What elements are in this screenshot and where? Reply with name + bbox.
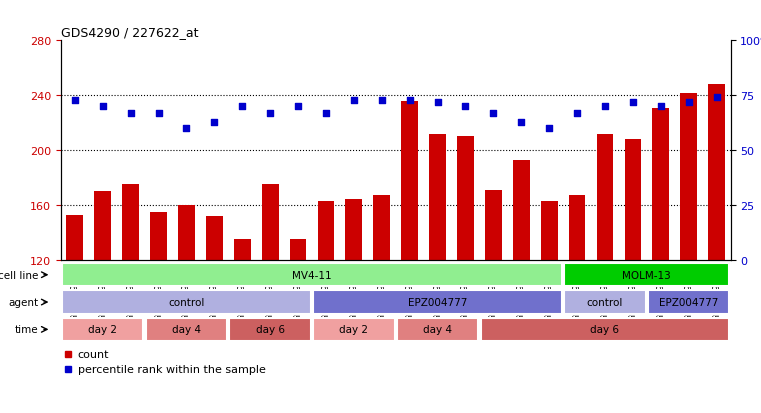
Bar — [429, 134, 446, 413]
Point — [543, 126, 556, 132]
Bar — [123, 185, 139, 413]
Text: cell line: cell line — [0, 270, 39, 280]
Bar — [597, 134, 613, 413]
Bar — [62, 318, 144, 341]
Bar — [541, 202, 558, 413]
Text: count: count — [78, 349, 109, 359]
Bar — [317, 202, 334, 413]
Bar — [485, 190, 501, 413]
Bar — [396, 318, 479, 341]
Point — [292, 104, 304, 110]
Bar — [680, 93, 697, 413]
Bar — [178, 205, 195, 413]
Point — [180, 126, 193, 132]
Text: day 2: day 2 — [88, 325, 117, 335]
Point — [209, 119, 221, 126]
Point — [236, 104, 248, 110]
Text: day 2: day 2 — [339, 325, 368, 335]
Point — [348, 97, 360, 104]
Text: day 6: day 6 — [256, 325, 285, 335]
Point — [376, 97, 388, 104]
Point — [125, 110, 137, 117]
Bar — [145, 318, 228, 341]
Bar — [229, 318, 311, 341]
Bar — [94, 192, 111, 413]
Point — [487, 110, 499, 117]
Point — [627, 99, 639, 106]
Bar — [564, 263, 730, 287]
Text: control: control — [168, 297, 205, 307]
Bar — [206, 216, 223, 413]
Point — [431, 99, 444, 106]
Point — [571, 110, 583, 117]
Bar — [513, 160, 530, 413]
Bar — [66, 215, 83, 413]
Bar — [262, 185, 279, 413]
Bar — [150, 212, 167, 413]
Bar — [480, 318, 730, 341]
Point — [403, 97, 416, 104]
Bar — [568, 196, 585, 413]
Bar — [313, 318, 395, 341]
Bar — [313, 291, 562, 314]
Bar — [457, 137, 474, 413]
Bar — [345, 200, 362, 413]
Text: agent: agent — [8, 297, 39, 307]
Point — [599, 104, 611, 110]
Text: MOLM-13: MOLM-13 — [622, 270, 671, 280]
Bar — [290, 240, 307, 413]
Text: control: control — [587, 297, 623, 307]
Bar — [62, 291, 311, 314]
Bar — [625, 140, 642, 413]
Text: day 6: day 6 — [591, 325, 619, 335]
Text: time: time — [15, 325, 39, 335]
Point — [683, 99, 695, 106]
Text: day 4: day 4 — [423, 325, 452, 335]
Text: EPZ004777: EPZ004777 — [408, 297, 467, 307]
Point — [515, 119, 527, 126]
Text: percentile rank within the sample: percentile rank within the sample — [78, 364, 266, 374]
Bar — [234, 240, 250, 413]
Bar — [564, 291, 646, 314]
Text: MV4-11: MV4-11 — [292, 270, 332, 280]
Bar — [374, 196, 390, 413]
Point — [654, 104, 667, 110]
Text: EPZ004777: EPZ004777 — [659, 297, 718, 307]
Point — [460, 104, 472, 110]
Point — [68, 97, 81, 104]
Point — [264, 110, 276, 117]
Bar — [648, 291, 730, 314]
Bar — [62, 263, 562, 287]
Text: GDS4290 / 227622_at: GDS4290 / 227622_at — [61, 26, 199, 39]
Point — [320, 110, 332, 117]
Bar — [401, 102, 418, 413]
Bar — [652, 108, 669, 413]
Text: day 4: day 4 — [172, 325, 201, 335]
Point — [711, 95, 723, 102]
Point — [152, 110, 164, 117]
Bar — [708, 85, 725, 413]
Point — [97, 104, 109, 110]
